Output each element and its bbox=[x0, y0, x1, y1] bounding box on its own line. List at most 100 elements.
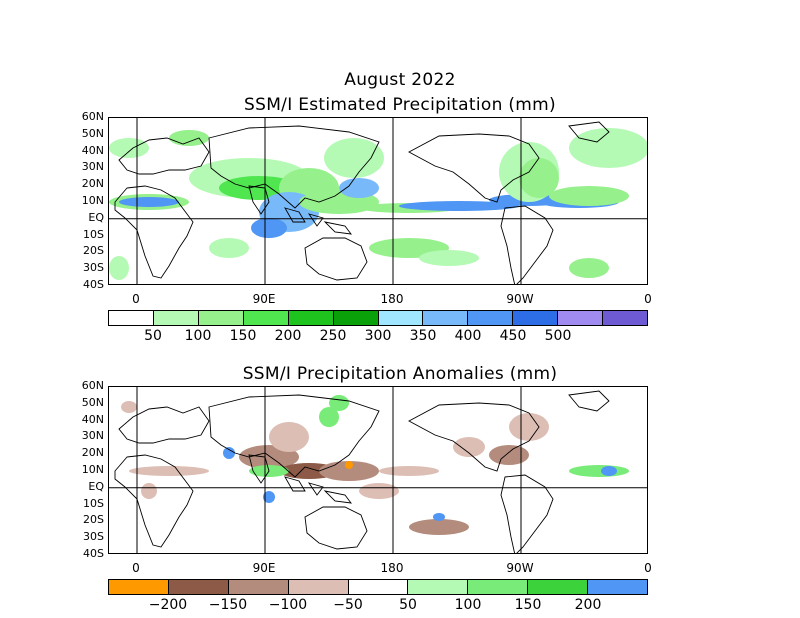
lat-label: 10N bbox=[81, 194, 104, 207]
precip-cell bbox=[169, 130, 209, 146]
colorbar-swatch bbox=[348, 580, 409, 594]
colorbar-label: −150 bbox=[208, 597, 248, 613]
lat-label: 10S bbox=[83, 496, 104, 510]
precip-map-title: SSM/I Estimated Precipitation (mm) bbox=[244, 95, 556, 115]
lat-label: 60N bbox=[81, 379, 104, 392]
coastline bbox=[568, 390, 610, 412]
precip-cell bbox=[269, 422, 309, 452]
colorbar-swatch bbox=[109, 311, 154, 325]
lat-label: 50N bbox=[81, 395, 104, 409]
lat-label: 40N bbox=[81, 412, 104, 426]
precip-cell bbox=[433, 513, 445, 521]
precip-cell bbox=[569, 465, 629, 477]
lat-label: 30S bbox=[83, 261, 104, 275]
colorbar-swatch bbox=[153, 311, 199, 325]
colorbar-swatch bbox=[528, 580, 589, 594]
coastline bbox=[284, 476, 352, 504]
precip-cell bbox=[519, 158, 559, 198]
colorbar-label: 150 bbox=[514, 597, 542, 613]
anomaly-map-title: SSM/I Precipitation Anomalies (mm) bbox=[242, 364, 558, 384]
coastline bbox=[208, 125, 380, 209]
precip-cell bbox=[129, 466, 209, 476]
precip-colorbar bbox=[108, 310, 648, 326]
coastline bbox=[284, 207, 352, 235]
precip-cell bbox=[223, 447, 235, 459]
coastline bbox=[248, 454, 270, 484]
lon-label: 90E bbox=[252, 561, 276, 575]
lat-label: 60N bbox=[81, 110, 104, 123]
precip-cell bbox=[109, 256, 129, 280]
lat-label: 10S bbox=[83, 227, 104, 241]
anomaly-colorbar bbox=[108, 579, 648, 595]
lat-label: 20S bbox=[83, 244, 104, 258]
colorbar-swatch bbox=[228, 580, 289, 594]
colorbar-swatch bbox=[588, 580, 648, 594]
coastline bbox=[118, 137, 210, 175]
precip-cell bbox=[453, 437, 485, 457]
precip-cell bbox=[251, 218, 287, 238]
colorbar-label: 400 bbox=[454, 328, 482, 344]
colorbar-label: −200 bbox=[148, 597, 188, 613]
colorbar-label: 350 bbox=[409, 328, 437, 344]
precip-cell bbox=[409, 519, 469, 535]
lon-label: 0 bbox=[132, 561, 140, 575]
lon-label: 90E bbox=[252, 292, 276, 306]
colorbar-label: 50 bbox=[144, 328, 162, 344]
coastline bbox=[114, 185, 194, 279]
colorbar-swatch bbox=[513, 311, 559, 325]
precip-cell bbox=[324, 138, 384, 178]
precip-cell bbox=[339, 178, 379, 198]
lon-label: 0 bbox=[644, 561, 652, 575]
coastline bbox=[208, 394, 380, 478]
lon-label: 90W bbox=[506, 292, 534, 306]
lat-label: 40S bbox=[83, 547, 104, 560]
coastline bbox=[114, 454, 194, 548]
precip-cell bbox=[209, 238, 249, 258]
precip-cell bbox=[509, 413, 549, 441]
lat-label: 30S bbox=[83, 530, 104, 544]
colorbar-swatch bbox=[168, 580, 229, 594]
colorbar-label: 250 bbox=[319, 328, 347, 344]
coastline bbox=[500, 205, 554, 284]
colorbar-label: 100 bbox=[454, 597, 482, 613]
colorbar-label: 50 bbox=[399, 597, 417, 613]
lon-label: 90W bbox=[506, 561, 534, 575]
precip-cell bbox=[121, 401, 137, 413]
precip-cell bbox=[119, 197, 179, 207]
colorbar-label: −100 bbox=[268, 597, 308, 613]
lat-label: 20N bbox=[81, 446, 104, 460]
coastline bbox=[304, 506, 368, 550]
precipitation-map bbox=[108, 117, 648, 285]
anomaly-map bbox=[108, 386, 648, 554]
precip-cell bbox=[319, 461, 379, 481]
lat-label: 50N bbox=[81, 126, 104, 140]
lat-label: EQ bbox=[88, 479, 104, 493]
precip-cell bbox=[549, 186, 629, 206]
colorbar-label: 200 bbox=[274, 328, 302, 344]
colorbar-swatch bbox=[198, 311, 244, 325]
colorbar-label: 450 bbox=[499, 328, 527, 344]
lat-label: 40N bbox=[81, 143, 104, 157]
colorbar-label: 150 bbox=[229, 328, 257, 344]
precip-cell bbox=[489, 445, 529, 465]
precip-cell bbox=[329, 395, 349, 411]
precip-cell bbox=[419, 250, 479, 266]
colorbar-label: 200 bbox=[574, 597, 602, 613]
coastline bbox=[408, 402, 540, 472]
colorbar-swatch bbox=[603, 311, 648, 325]
coastline bbox=[304, 237, 368, 281]
lon-label: 180 bbox=[380, 292, 404, 306]
lat-label: 40S bbox=[83, 278, 104, 291]
lat-label: 20S bbox=[83, 513, 104, 527]
colorbar-swatch bbox=[333, 311, 379, 325]
lon-label: 180 bbox=[380, 561, 404, 575]
colorbar-label: 100 bbox=[184, 328, 212, 344]
lon-label: 0 bbox=[644, 292, 652, 306]
coastline bbox=[408, 133, 540, 203]
coastline bbox=[118, 406, 210, 444]
colorbar-label: 300 bbox=[364, 328, 392, 344]
lat-label: EQ bbox=[88, 210, 104, 224]
precip-cell bbox=[263, 491, 275, 503]
precip-cell bbox=[359, 483, 399, 499]
coastline bbox=[568, 121, 610, 143]
